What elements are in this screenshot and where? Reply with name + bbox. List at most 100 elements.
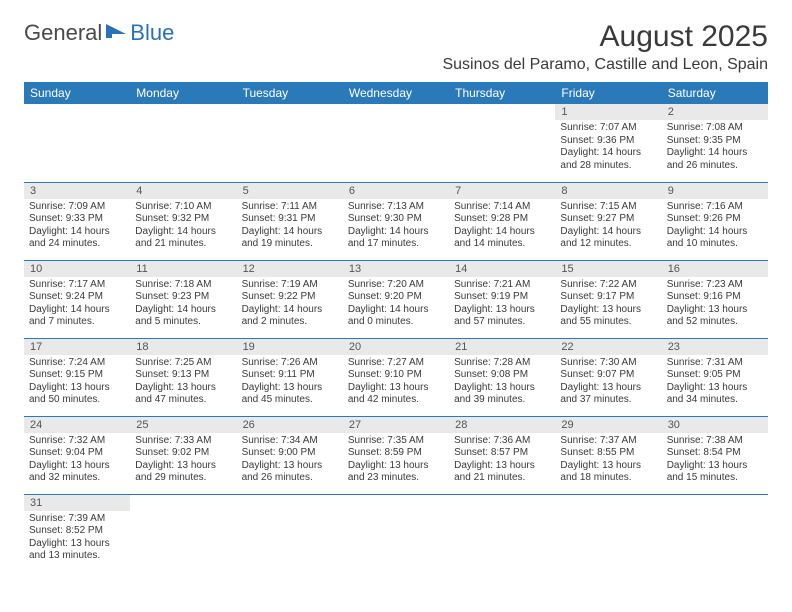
day-details: Sunrise: 7:33 AMSunset: 9:02 PMDaylight:… [130, 433, 236, 489]
day-details: Sunrise: 7:08 AMSunset: 9:35 PMDaylight:… [662, 120, 768, 176]
day-details: Sunrise: 7:38 AMSunset: 8:54 PMDaylight:… [662, 433, 768, 489]
sunrise-text: Sunrise: 7:19 AM [242, 279, 338, 292]
calendar-cell [555, 494, 661, 572]
day-number: 14 [449, 261, 555, 277]
sunset-text: Sunset: 9:20 PM [348, 291, 444, 304]
brand-part1: General [24, 20, 102, 46]
daylight-text: Daylight: 13 hours and 26 minutes. [242, 460, 338, 485]
weekday-header: Friday [555, 82, 661, 104]
calendar-cell: 22Sunrise: 7:30 AMSunset: 9:07 PMDayligh… [555, 338, 661, 416]
day-details: Sunrise: 7:31 AMSunset: 9:05 PMDaylight:… [662, 355, 768, 411]
calendar-cell: 25Sunrise: 7:33 AMSunset: 9:02 PMDayligh… [130, 416, 236, 494]
sunrise-text: Sunrise: 7:10 AM [135, 201, 231, 214]
day-number: 20 [343, 339, 449, 355]
calendar-row: 24Sunrise: 7:32 AMSunset: 9:04 PMDayligh… [24, 416, 768, 494]
day-details: Sunrise: 7:32 AMSunset: 9:04 PMDaylight:… [24, 433, 130, 489]
title-block: August 2025 Susinos del Paramo, Castille… [442, 20, 768, 74]
day-number: 1 [555, 104, 661, 120]
sunrise-text: Sunrise: 7:36 AM [454, 435, 550, 448]
daylight-text: Daylight: 13 hours and 32 minutes. [29, 460, 125, 485]
sunrise-text: Sunrise: 7:07 AM [560, 122, 656, 135]
location-subtitle: Susinos del Paramo, Castille and Leon, S… [442, 56, 768, 74]
sunrise-text: Sunrise: 7:23 AM [667, 279, 763, 292]
day-details: Sunrise: 7:34 AMSunset: 9:00 PMDaylight:… [237, 433, 343, 489]
day-number: 25 [130, 417, 236, 433]
day-number: 27 [343, 417, 449, 433]
day-details: Sunrise: 7:25 AMSunset: 9:13 PMDaylight:… [130, 355, 236, 411]
calendar-cell [24, 104, 130, 182]
calendar-cell: 6Sunrise: 7:13 AMSunset: 9:30 PMDaylight… [343, 182, 449, 260]
day-number: 15 [555, 261, 661, 277]
calendar-cell: 3Sunrise: 7:09 AMSunset: 9:33 PMDaylight… [24, 182, 130, 260]
day-number: 29 [555, 417, 661, 433]
sunrise-text: Sunrise: 7:20 AM [348, 279, 444, 292]
sunset-text: Sunset: 8:59 PM [348, 447, 444, 460]
day-details: Sunrise: 7:24 AMSunset: 9:15 PMDaylight:… [24, 355, 130, 411]
sunrise-text: Sunrise: 7:16 AM [667, 201, 763, 214]
sunrise-text: Sunrise: 7:35 AM [348, 435, 444, 448]
day-details: Sunrise: 7:20 AMSunset: 9:20 PMDaylight:… [343, 277, 449, 333]
calendar-cell: 15Sunrise: 7:22 AMSunset: 9:17 PMDayligh… [555, 260, 661, 338]
day-number: 30 [662, 417, 768, 433]
daylight-text: Daylight: 14 hours and 17 minutes. [348, 226, 444, 251]
calendar-cell: 16 Sunrise: 7:23 AMSunset: 9:16 PMDayligh… [662, 260, 768, 338]
daylight-text: Daylight: 13 hours and 23 minutes. [348, 460, 444, 485]
calendar-cell [449, 104, 555, 182]
calendar-row: 3Sunrise: 7:09 AMSunset: 9:33 PMDaylight… [24, 182, 768, 260]
daylight-text: Daylight: 13 hours and 34 minutes. [667, 382, 763, 407]
day-number: 16 [662, 261, 768, 277]
calendar-cell: 19Sunrise: 7:26 AMSunset: 9:11 PMDayligh… [237, 338, 343, 416]
day-number: 26 [237, 417, 343, 433]
sunset-text: Sunset: 9:31 PM [242, 213, 338, 226]
calendar-cell: 2Sunrise: 7:08 AMSunset: 9:35 PMDaylight… [662, 104, 768, 182]
sunrise-text: Sunrise: 7:26 AM [242, 357, 338, 370]
sunset-text: Sunset: 9:16 PM [667, 291, 763, 304]
sunset-text: Sunset: 9:26 PM [667, 213, 763, 226]
calendar-cell [662, 494, 768, 572]
calendar-cell [130, 494, 236, 572]
sunrise-text: Sunrise: 7:39 AM [29, 513, 125, 526]
weekday-header: Saturday [662, 82, 768, 104]
day-details: Sunrise: 7:35 AMSunset: 8:59 PMDaylight:… [343, 433, 449, 489]
day-number: 28 [449, 417, 555, 433]
daylight-text: Daylight: 13 hours and 52 minutes. [667, 304, 763, 329]
daylight-text: Daylight: 14 hours and 0 minutes. [348, 304, 444, 329]
calendar-cell: 8Sunrise: 7:15 AMSunset: 9:27 PMDaylight… [555, 182, 661, 260]
day-details: Sunrise: 7:15 AMSunset: 9:27 PMDaylight:… [555, 199, 661, 255]
calendar-cell: 21Sunrise: 7:28 AMSunset: 9:08 PMDayligh… [449, 338, 555, 416]
day-number: 21 [449, 339, 555, 355]
day-number: 24 [24, 417, 130, 433]
day-number: 22 [555, 339, 661, 355]
sunrise-text: Sunrise: 7:09 AM [29, 201, 125, 214]
daylight-text: Daylight: 13 hours and 39 minutes. [454, 382, 550, 407]
calendar-cell: 7Sunrise: 7:14 AMSunset: 9:28 PMDaylight… [449, 182, 555, 260]
day-details: Sunrise: 7:11 AMSunset: 9:31 PMDaylight:… [237, 199, 343, 255]
calendar-row: 17Sunrise: 7:24 AMSunset: 9:15 PMDayligh… [24, 338, 768, 416]
sunrise-text: Sunrise: 7:24 AM [29, 357, 125, 370]
page-title: August 2025 [442, 20, 768, 54]
calendar-cell: 18Sunrise: 7:25 AMSunset: 9:13 PMDayligh… [130, 338, 236, 416]
daylight-text: Daylight: 14 hours and 28 minutes. [560, 147, 656, 172]
sunset-text: Sunset: 9:28 PM [454, 213, 550, 226]
calendar-cell: 20Sunrise: 7:27 AMSunset: 9:10 PMDayligh… [343, 338, 449, 416]
sunset-text: Sunset: 9:05 PM [667, 369, 763, 382]
calendar-cell: 30Sunrise: 7:38 AMSunset: 8:54 PMDayligh… [662, 416, 768, 494]
header: General Blue August 2025 Susinos del Par… [24, 20, 768, 74]
day-number: 31 [24, 495, 130, 511]
day-details: Sunrise: 7:14 AMSunset: 9:28 PMDaylight:… [449, 199, 555, 255]
calendar-cell: 1 Sunrise: 7:07 AMSunset: 9:36 PMDaylight… [555, 104, 661, 182]
day-number: 4 [130, 183, 236, 199]
day-details: Sunrise: 7:22 AMSunset: 9:17 PMDaylight:… [555, 277, 661, 333]
calendar-cell: 17Sunrise: 7:24 AMSunset: 9:15 PMDayligh… [24, 338, 130, 416]
day-details: Sunrise: 7:37 AMSunset: 8:55 PMDaylight:… [555, 433, 661, 489]
day-number: 5 [237, 183, 343, 199]
daylight-text: Daylight: 13 hours and 29 minutes. [135, 460, 231, 485]
sunset-text: Sunset: 8:54 PM [667, 447, 763, 460]
daylight-text: Daylight: 14 hours and 12 minutes. [560, 226, 656, 251]
calendar-cell: 10Sunrise: 7:17 AMSunset: 9:24 PMDayligh… [24, 260, 130, 338]
day-number: 13 [343, 261, 449, 277]
day-number: 10 [24, 261, 130, 277]
daylight-text: Daylight: 13 hours and 55 minutes. [560, 304, 656, 329]
sunset-text: Sunset: 9:36 PM [560, 135, 656, 148]
sunrise-text: Sunrise: 7:17 AM [29, 279, 125, 292]
